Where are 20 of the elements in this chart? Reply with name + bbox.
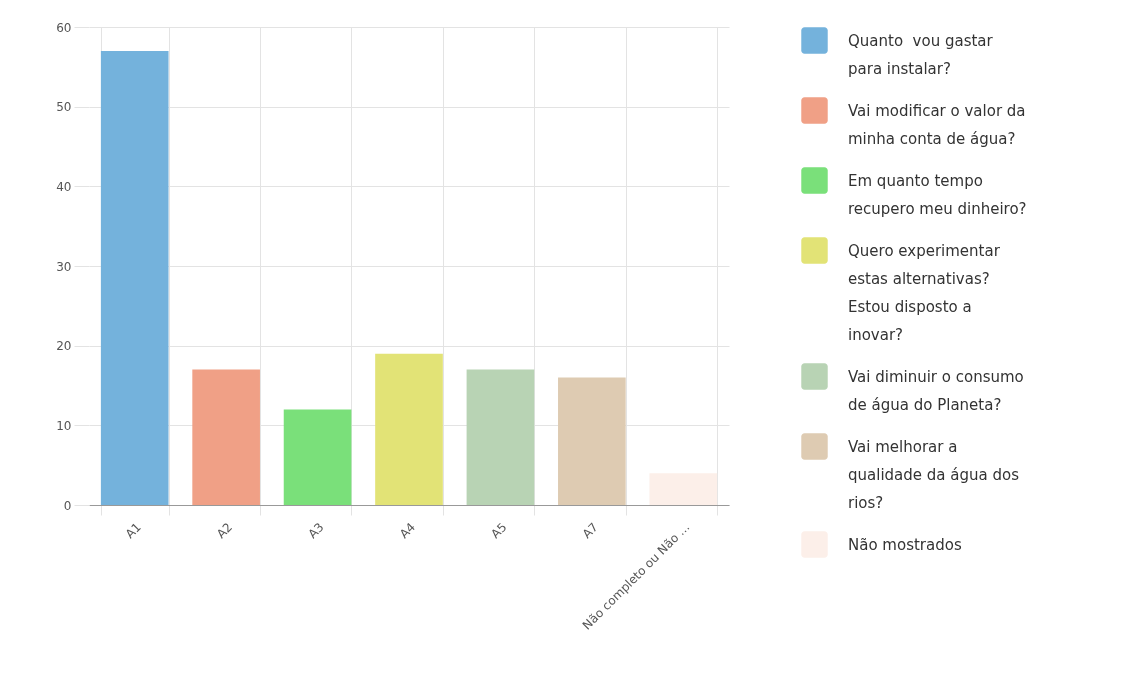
y-tick-label: 0 bbox=[63, 498, 72, 513]
legend-label: Quero experimentar estas alternativas? Estou disposto a inovar? bbox=[848, 241, 1001, 344]
x-tick-label: A4 bbox=[396, 520, 418, 542]
legend-label: Não mostrados bbox=[848, 535, 962, 554]
y-tick-label: 40 bbox=[56, 179, 72, 194]
x-tick-label: A7 bbox=[579, 520, 601, 542]
legend-label: Vai modificar o valor da minha conta de água? bbox=[848, 101, 1026, 148]
x-tick-label: A1 bbox=[122, 520, 144, 542]
legend-label: Em quanto tempo recupero meu dinheiro? bbox=[848, 171, 1027, 218]
y-tick-label: 30 bbox=[56, 259, 72, 274]
y-tick-label: 50 bbox=[56, 100, 72, 115]
y-tick-label: 10 bbox=[56, 418, 72, 433]
x-tick-label: A2 bbox=[214, 520, 236, 542]
y-tick-label: 60 bbox=[56, 20, 72, 35]
legend-label: Vai diminuir o consumo de água do Planeta? bbox=[848, 367, 1024, 414]
x-tick-label: A5 bbox=[488, 520, 510, 542]
x-tick-label: A3 bbox=[305, 520, 327, 542]
y-tick-label: 20 bbox=[56, 339, 72, 354]
legend-label: Quanto vou gastar para instalar? bbox=[848, 31, 994, 78]
legend-label: Vai melhorar a qualidade da água dos rios? bbox=[848, 437, 1020, 512]
